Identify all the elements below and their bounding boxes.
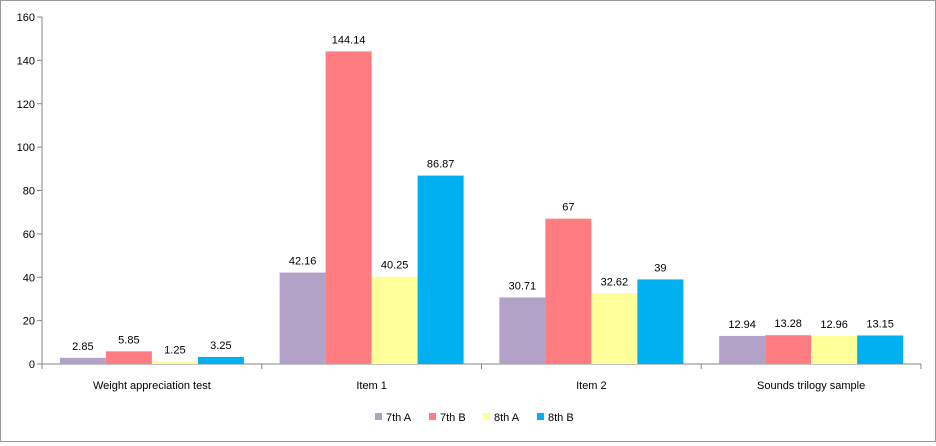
data-label: 86.87	[427, 159, 455, 171]
x-category-label: Item 1	[356, 380, 387, 392]
y-tick-label: 60	[23, 229, 35, 241]
legend-label: 8th B	[548, 412, 574, 424]
bar-8th-a	[591, 293, 638, 364]
legend-label: 8th A	[494, 412, 520, 424]
x-category-label: Item 2	[576, 380, 607, 392]
bar-7th-b	[765, 335, 812, 364]
legend-label: 7th B	[440, 412, 466, 424]
legend-swatch	[483, 413, 490, 420]
bar-8th-a	[371, 276, 418, 364]
legend-label: 7th A	[386, 412, 412, 424]
bar-7th-a	[59, 357, 106, 364]
bar-7th-b	[325, 51, 372, 365]
legend-swatch	[537, 413, 544, 420]
bar-7th-b	[105, 351, 152, 364]
data-label: 3.25	[210, 340, 231, 352]
y-tick-label: 0	[29, 359, 35, 371]
y-tick-label: 160	[17, 12, 35, 24]
data-label: 67	[562, 202, 574, 214]
bar-7th-a	[279, 272, 326, 364]
x-category-label: Sounds trilogy sample	[757, 380, 865, 392]
data-label: 13.15	[866, 318, 894, 330]
data-label: 13.28	[774, 318, 802, 330]
bar-8th-a	[811, 335, 858, 364]
data-label: 40.25	[381, 260, 409, 272]
data-label: 42.16	[289, 256, 317, 268]
y-tick-label: 100	[17, 142, 35, 154]
bar-8th-b	[197, 356, 244, 364]
legend-swatch	[375, 413, 382, 420]
bar-8th-b	[417, 175, 464, 364]
x-category-label: Weight appreciation test	[93, 380, 211, 392]
y-tick-label: 20	[23, 316, 35, 328]
data-label: 12.94	[728, 319, 756, 331]
bar-8th-a	[151, 361, 198, 364]
legend-swatch	[429, 413, 436, 420]
data-label: 32.62	[601, 276, 629, 288]
bar-7th-b	[545, 218, 592, 364]
data-label: 12.96	[820, 319, 848, 331]
bar-8th-b	[857, 335, 904, 364]
bar-7th-a	[499, 297, 546, 364]
data-label: 39	[654, 262, 666, 274]
data-label: 2.85	[72, 341, 93, 353]
y-tick-label: 80	[23, 186, 35, 198]
bar-7th-a	[719, 335, 766, 364]
bar-8th-b	[637, 279, 684, 364]
data-label: 144.14	[332, 34, 366, 46]
data-label: 30.71	[509, 280, 537, 292]
y-tick-label: 120	[17, 99, 35, 111]
data-label: 1.25	[164, 344, 185, 356]
data-label: 5.85	[118, 334, 139, 346]
y-tick-label: 40	[23, 272, 35, 284]
y-tick-label: 140	[17, 55, 35, 67]
